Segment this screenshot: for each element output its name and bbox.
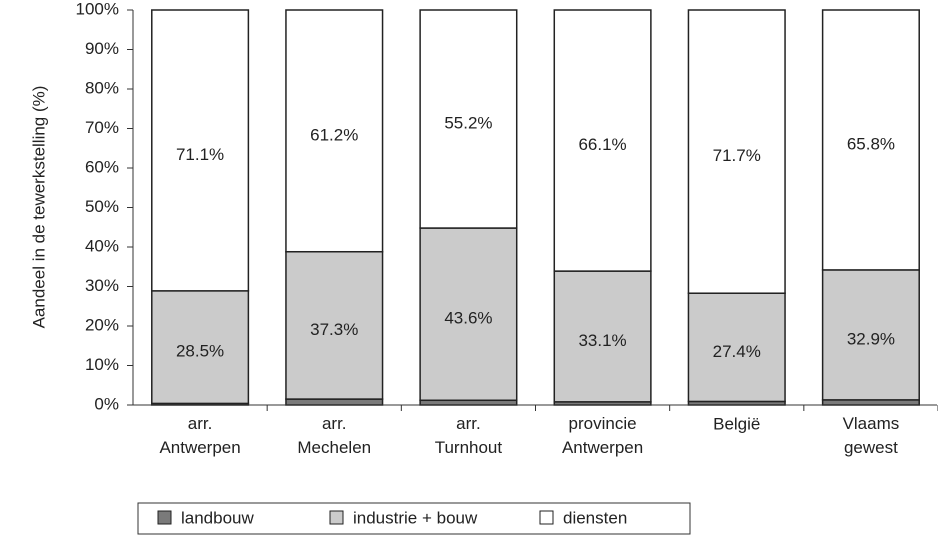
data-label: 37.3% xyxy=(310,320,358,339)
data-label: 33.1% xyxy=(578,331,626,350)
y-tick-label: 90% xyxy=(85,39,119,58)
y-tick-label: 70% xyxy=(85,118,119,137)
legend-label: diensten xyxy=(563,508,627,527)
x-tick-label: arr. Antwerpen xyxy=(159,414,240,457)
data-label: 66.1% xyxy=(578,135,626,154)
bar-segment xyxy=(553,9,652,272)
y-tick-label: 80% xyxy=(85,78,119,97)
data-label: 71.1% xyxy=(176,145,224,164)
data-label: 71.7% xyxy=(713,146,761,165)
bar-segment xyxy=(419,9,518,229)
y-axis-title: Aandeel in de tewerkstelling (%) xyxy=(29,86,48,329)
bar-segment xyxy=(285,398,384,406)
data-label: 61.2% xyxy=(310,125,358,144)
x-tick-label: arr. Mechelen xyxy=(297,414,371,457)
y-tick-label: 40% xyxy=(85,236,119,255)
bar-segment xyxy=(821,9,920,271)
bar-segment xyxy=(687,292,786,403)
bar-segment xyxy=(553,270,652,403)
data-label: 27.4% xyxy=(713,342,761,361)
x-tick-label: Vlaams gewest xyxy=(843,414,900,457)
bar-segment xyxy=(419,227,518,402)
data-label: 28.5% xyxy=(176,342,224,361)
legend-label: industrie + bouw xyxy=(353,508,478,527)
legend-swatch xyxy=(157,510,172,525)
bar-segment xyxy=(151,9,250,292)
bar-segment xyxy=(821,399,920,406)
bar-segment xyxy=(821,269,920,401)
y-tick-label: 60% xyxy=(85,157,119,176)
x-tick-label: provincie Antwerpen xyxy=(562,414,643,457)
y-tick-label: 50% xyxy=(85,197,119,216)
y-tick-label: 20% xyxy=(85,315,119,334)
legend-swatch xyxy=(329,510,344,525)
bar-segment xyxy=(285,9,384,253)
bar-segment xyxy=(687,9,786,294)
legend-swatch xyxy=(539,510,554,525)
bar-segment xyxy=(285,250,384,400)
data-label: 55.2% xyxy=(444,114,492,133)
legend-box xyxy=(137,502,691,535)
data-label: 65.8% xyxy=(847,134,895,153)
y-tick-label: 0% xyxy=(94,394,119,413)
x-tick-label: België xyxy=(713,414,760,433)
y-tick-label: 100% xyxy=(76,0,119,18)
data-label: 43.6% xyxy=(444,309,492,328)
y-tick-label: 30% xyxy=(85,276,119,295)
x-tick-label: arr. Turnhout xyxy=(435,414,503,457)
y-tick-label: 10% xyxy=(85,355,119,374)
legend-label: landbouw xyxy=(181,508,255,527)
data-label: 32.9% xyxy=(847,329,895,348)
